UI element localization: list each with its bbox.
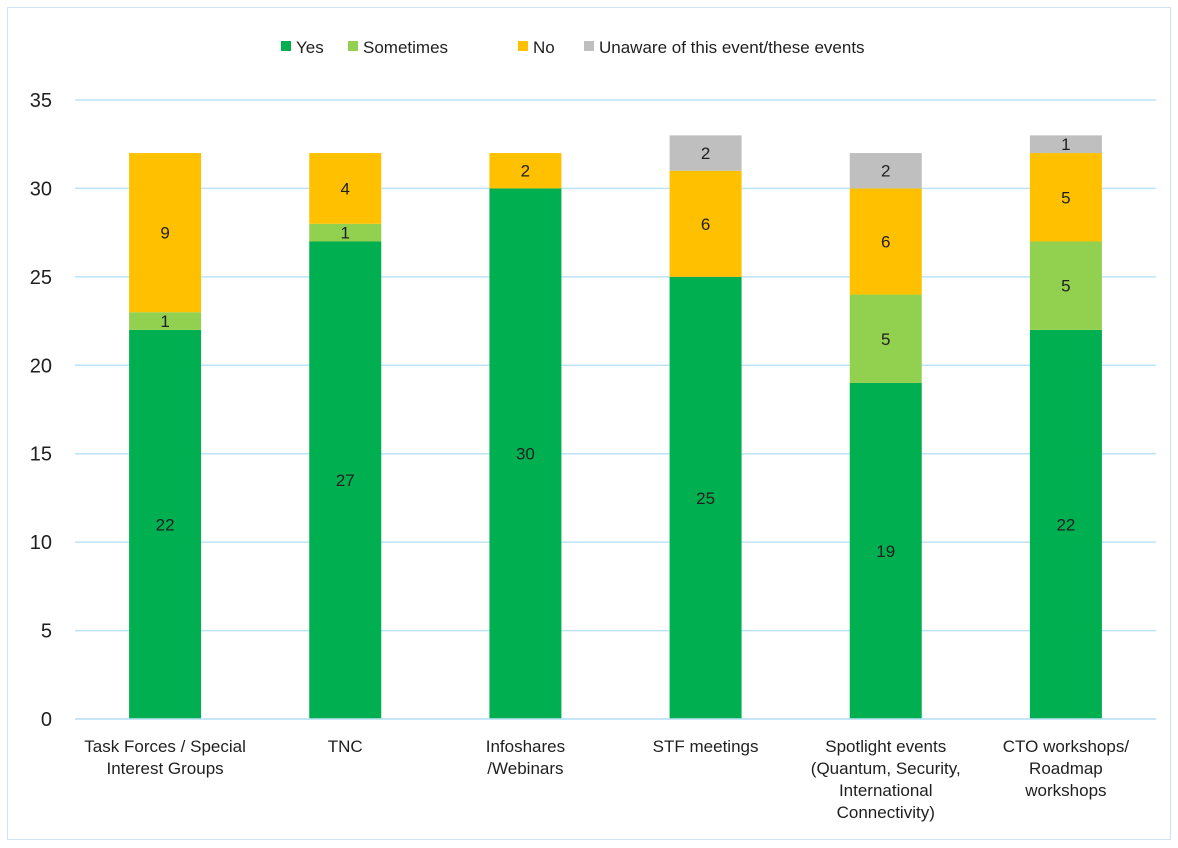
legend-label: Sometimes bbox=[363, 38, 448, 57]
data-label: 1 bbox=[1061, 135, 1070, 154]
x-category-line: Connectivity) bbox=[837, 803, 935, 822]
bar-segment-sometimes bbox=[129, 312, 202, 330]
bar-segment-no bbox=[1029, 153, 1102, 242]
bar-segment-sometimes bbox=[849, 294, 922, 383]
data-label: 6 bbox=[881, 232, 890, 251]
data-label: 4 bbox=[341, 179, 350, 198]
x-category-label: Spotlight events (Quantum, Security, Inter… bbox=[811, 737, 961, 822]
y-tick-label: 20 bbox=[30, 355, 52, 377]
data-label: 1 bbox=[160, 312, 169, 331]
data-label: 25 bbox=[696, 489, 715, 508]
data-label: 2 bbox=[701, 144, 710, 163]
data-label: 6 bbox=[701, 215, 710, 234]
bar-segment-unaware bbox=[669, 135, 742, 171]
x-category-line: TNC bbox=[328, 737, 363, 756]
bar-segment-no bbox=[669, 170, 742, 277]
bar-segment-no bbox=[489, 153, 562, 189]
legend: Yes Sometimes No Unaware of this event/thes… bbox=[281, 38, 865, 57]
x-category-line: (Quantum, Security, bbox=[811, 759, 961, 778]
bar-segment-yes bbox=[849, 382, 922, 719]
legend-label: Yes bbox=[296, 38, 324, 57]
bar-segment-no bbox=[849, 188, 922, 295]
y-tick-label: 5 bbox=[41, 621, 52, 643]
data-label: 22 bbox=[156, 515, 175, 534]
legend-swatch bbox=[584, 41, 594, 51]
bar-segment-unaware bbox=[1029, 135, 1102, 154]
bar-segment-yes bbox=[1029, 329, 1102, 719]
data-label: 2 bbox=[881, 162, 890, 181]
data-label: 2 bbox=[521, 162, 530, 181]
x-category-line: Interest Groups bbox=[106, 759, 223, 778]
data-label: 27 bbox=[336, 471, 355, 490]
bar-segment-yes bbox=[489, 188, 562, 719]
x-category-label: TNC bbox=[328, 737, 363, 756]
legend-swatch bbox=[348, 41, 358, 51]
gridlines bbox=[75, 99, 1156, 720]
data-label: 9 bbox=[160, 224, 169, 243]
x-category-line: Spotlight events bbox=[825, 737, 946, 756]
x-category-line: International bbox=[839, 781, 933, 800]
data-label: 19 bbox=[876, 542, 895, 561]
bar-segment-yes bbox=[669, 276, 742, 719]
x-category-line: CTO workshops/ bbox=[1003, 737, 1130, 756]
y-tick-label: 35 bbox=[30, 90, 52, 112]
data-label: 5 bbox=[881, 330, 890, 349]
bar-segment-sometimes bbox=[1029, 241, 1102, 330]
x-category-line: Infoshares bbox=[486, 737, 565, 756]
data-label: 5 bbox=[1061, 277, 1070, 296]
x-category-line: workshops bbox=[1024, 781, 1106, 800]
y-axis: 0 5 10 15 20 25 30 35 bbox=[30, 90, 52, 731]
legend-label: Unaware of this event/these events bbox=[599, 38, 865, 57]
legend-label: No bbox=[533, 38, 555, 57]
data-label: 5 bbox=[1061, 188, 1070, 207]
x-category-label: Infoshares/Webinars bbox=[486, 737, 565, 778]
x-axis: Task Forces / Special Interest Groups TNC I… bbox=[75, 718, 1156, 822]
bar-segment-no bbox=[309, 153, 382, 224]
y-tick-label: 0 bbox=[41, 709, 52, 731]
y-tick-label: 25 bbox=[30, 267, 52, 289]
x-category-line: Roadmap bbox=[1029, 759, 1103, 778]
data-label: 22 bbox=[1056, 515, 1075, 534]
legend-swatch bbox=[281, 41, 291, 51]
data-label: 30 bbox=[516, 445, 535, 464]
y-tick-label: 15 bbox=[30, 444, 52, 466]
y-tick-label: 10 bbox=[30, 532, 52, 554]
data-label: 1 bbox=[341, 224, 350, 243]
x-category-line: Task Forces / Special bbox=[84, 737, 246, 756]
legend-swatch bbox=[518, 41, 528, 51]
x-category-label: STF meetings bbox=[653, 737, 759, 756]
bar-segment-yes bbox=[129, 329, 202, 719]
bar-segment-sometimes bbox=[309, 223, 382, 242]
bar-segment-unaware bbox=[849, 153, 922, 189]
bar-segment-no bbox=[129, 153, 202, 313]
x-category-label: Task Forces / Special Interest Groups bbox=[84, 737, 246, 778]
x-category-line: /Webinars bbox=[487, 759, 563, 778]
x-category-label: CTO workshops/Roadmap workshops bbox=[1003, 737, 1130, 800]
y-tick-label: 30 bbox=[30, 178, 52, 200]
bar-segment-yes bbox=[309, 241, 382, 719]
x-category-line: STF meetings bbox=[653, 737, 759, 756]
